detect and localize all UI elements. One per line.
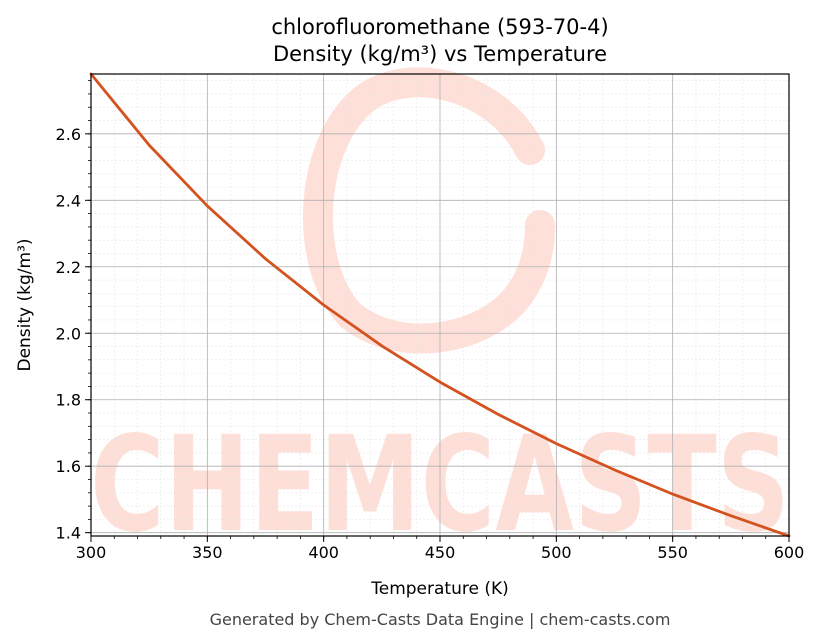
chart-title-line1: chlorofluoromethane (593-70-4) bbox=[271, 15, 608, 39]
density-line bbox=[89, 72, 791, 538]
x-tick-label: 500 bbox=[541, 543, 572, 562]
y-tick-label: 2.0 bbox=[56, 324, 81, 343]
y-tick-label: 2.2 bbox=[56, 258, 81, 277]
y-tick-label: 1.4 bbox=[56, 524, 81, 543]
x-tick-label: 400 bbox=[308, 543, 339, 562]
y-axis-ticks: 1.4 1.6 1.8 2.0 2.2 2.4 2.6 bbox=[56, 80, 91, 543]
x-axis-label: Temperature (K) bbox=[370, 579, 509, 599]
watermark-logo-ring bbox=[303, 67, 555, 354]
x-tick-label: 600 bbox=[774, 543, 805, 562]
x-axis-ticks: 300 350 400 450 500 550 600 bbox=[76, 536, 805, 562]
x-tick-label: 350 bbox=[192, 543, 223, 562]
footer-credit: Generated by Chem-Casts Data Engine | ch… bbox=[210, 610, 671, 629]
x-tick-label: 300 bbox=[76, 543, 107, 562]
y-tick-label: 1.6 bbox=[56, 457, 81, 476]
chart-title-line2: Density (kg/m³) vs Temperature bbox=[273, 42, 607, 66]
y-axis-label: Density (kg/m³) bbox=[15, 238, 35, 371]
x-tick-label: 550 bbox=[657, 543, 688, 562]
y-tick-label: 2.6 bbox=[56, 125, 81, 144]
series-layer bbox=[89, 72, 791, 538]
y-tick-label: 1.8 bbox=[56, 391, 81, 410]
y-tick-label: 2.4 bbox=[56, 191, 81, 210]
x-tick-label: 450 bbox=[425, 543, 456, 562]
